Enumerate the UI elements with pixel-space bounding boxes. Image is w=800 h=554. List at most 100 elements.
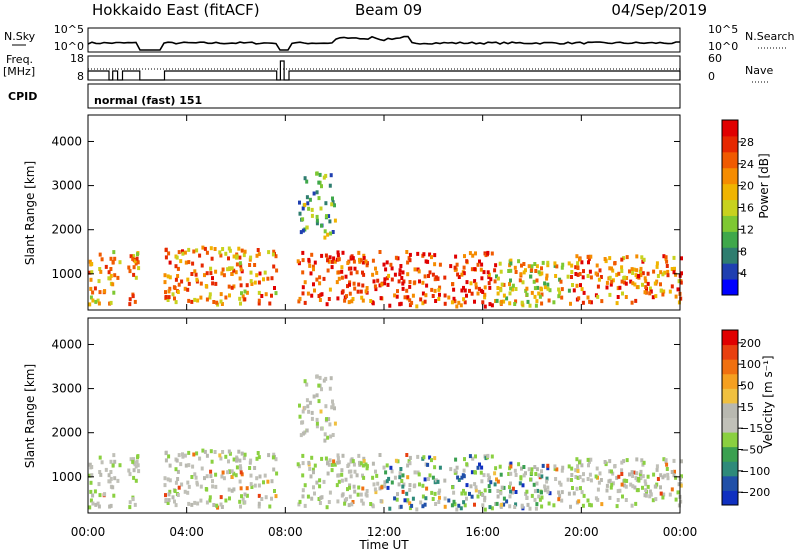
power-cell xyxy=(301,285,305,290)
power-cell xyxy=(309,271,313,276)
velocity-cell xyxy=(109,459,113,464)
power-cell xyxy=(406,260,410,265)
velocity-cell xyxy=(452,490,456,495)
velocity-cell xyxy=(228,451,232,456)
power-cell xyxy=(397,279,401,284)
power-cell xyxy=(421,280,425,285)
velocity-cell xyxy=(572,491,576,496)
x-tick-label: 16:00 xyxy=(465,525,500,539)
power-cell xyxy=(514,299,518,304)
power-cell xyxy=(212,300,216,304)
velocity-cell xyxy=(319,409,323,414)
power-cell xyxy=(383,281,387,286)
power-cell xyxy=(463,254,466,259)
velocity-cell xyxy=(634,501,638,506)
power-cell xyxy=(496,286,500,290)
velocity-cell xyxy=(362,459,366,463)
power-cell xyxy=(132,272,136,277)
velocity-cell xyxy=(238,464,242,469)
power-cell xyxy=(112,250,116,255)
velocity-scatter-cells xyxy=(88,374,683,512)
power-cell xyxy=(403,295,407,300)
velocity-cell xyxy=(253,483,257,488)
power-cell xyxy=(387,273,391,278)
velocity-cell xyxy=(326,435,330,440)
velocity-cell xyxy=(266,479,270,484)
power-cell xyxy=(305,179,309,184)
power-cell xyxy=(298,211,302,216)
velocity-cell xyxy=(96,501,100,506)
velocity-cell xyxy=(196,501,200,506)
power-cell xyxy=(348,280,352,285)
velocity-cell xyxy=(511,486,515,491)
velocity-cell xyxy=(666,476,670,481)
colorbar-swatch xyxy=(722,330,738,346)
velocity-cell xyxy=(240,494,243,499)
power-cell xyxy=(499,269,503,274)
velocity-cell xyxy=(235,458,239,463)
power-cell xyxy=(576,272,580,277)
velocity-cell xyxy=(341,453,345,458)
power-cell xyxy=(365,263,369,268)
velocity-cell xyxy=(239,486,243,491)
velocity-cell xyxy=(127,468,131,473)
power-cell xyxy=(570,270,574,274)
velocity-cell xyxy=(470,470,474,475)
power-cell xyxy=(630,300,634,305)
power-cell xyxy=(630,267,634,272)
power-cell xyxy=(90,270,94,275)
velocity-cell xyxy=(301,420,305,425)
power-cell xyxy=(525,286,529,291)
velocity-cell xyxy=(621,494,624,499)
velocity-cell xyxy=(128,500,132,505)
velocity-cell xyxy=(97,504,101,509)
power-cell xyxy=(494,263,498,268)
power-cell xyxy=(301,291,305,296)
velocity-cell xyxy=(408,506,412,511)
velocity-cell xyxy=(571,486,574,490)
power-cell xyxy=(518,278,522,283)
power-cell xyxy=(525,292,529,297)
velocity-cell xyxy=(163,476,167,481)
velocity-cell xyxy=(617,474,621,479)
power-cell xyxy=(204,284,208,288)
power-cell xyxy=(371,301,375,306)
power-cell xyxy=(308,263,312,268)
power-cell xyxy=(418,279,421,284)
power-cell xyxy=(552,300,556,305)
velocity-cell xyxy=(496,489,500,493)
date-title: 04/Sep/2019 xyxy=(611,1,707,19)
power-cell xyxy=(546,282,550,287)
velocity-cell xyxy=(646,484,650,489)
power-cell xyxy=(310,252,314,257)
power-cell xyxy=(589,254,593,259)
power-cell xyxy=(226,267,230,272)
power-cell xyxy=(90,262,94,266)
velocity-cell xyxy=(129,457,133,462)
y-tick-label: 3000 xyxy=(51,382,82,396)
velocity-cell xyxy=(237,449,241,454)
power-cell xyxy=(266,276,270,281)
power-cell xyxy=(541,260,545,265)
velocity-cell xyxy=(603,460,607,464)
velocity-cell xyxy=(680,474,683,479)
velocity-cell xyxy=(164,458,168,463)
velocity-cell xyxy=(578,475,582,479)
power-cell xyxy=(383,277,387,282)
velocity-cell xyxy=(348,483,352,488)
power-cell xyxy=(416,251,420,256)
velocity-cell xyxy=(317,383,321,388)
power-cell xyxy=(462,271,466,276)
velocity-cell xyxy=(310,455,314,460)
power-cell xyxy=(94,299,98,304)
power-cell xyxy=(618,285,622,290)
velocity-cell xyxy=(465,496,468,501)
velocity-cell xyxy=(665,467,669,471)
power-cell xyxy=(245,283,249,288)
power-cell xyxy=(527,264,531,269)
power-cell xyxy=(421,291,425,296)
power-cell xyxy=(396,289,399,294)
power-cell xyxy=(535,299,539,304)
power-cell xyxy=(275,268,279,273)
velocity-cell xyxy=(604,462,608,467)
